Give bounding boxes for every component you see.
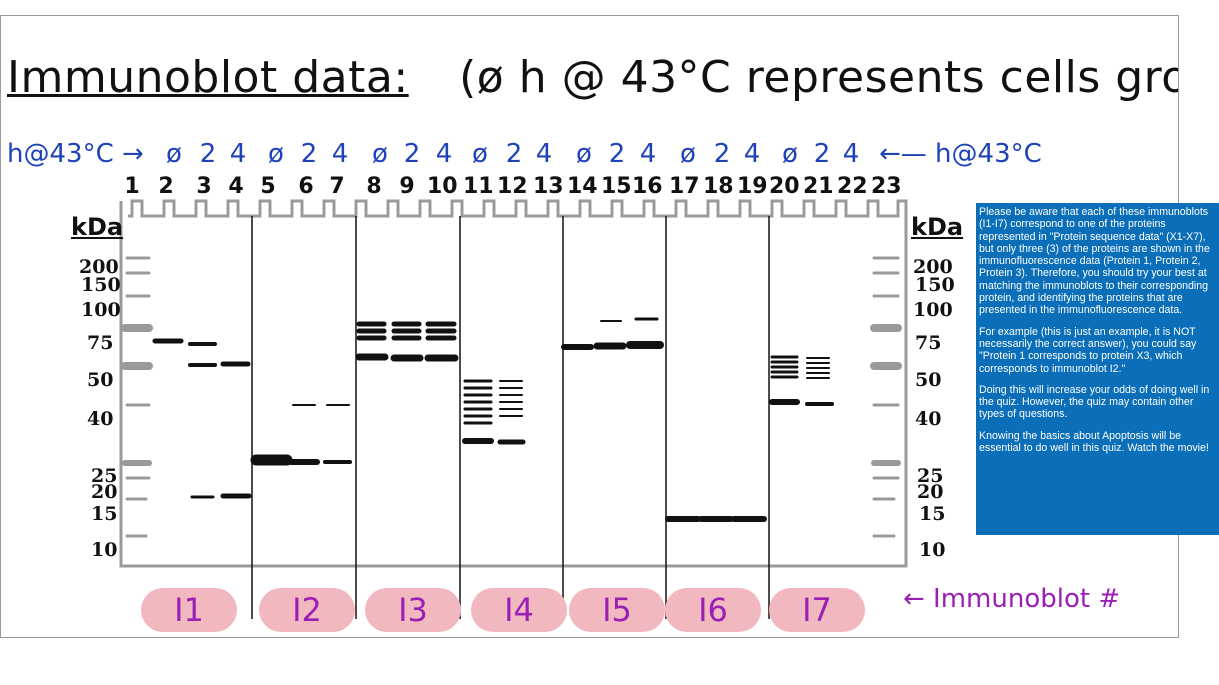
kda-marker: 10: [919, 539, 946, 561]
hours-label-right: ←— h@43°C: [879, 139, 1042, 169]
blot-dividers: [251, 216, 770, 619]
kda-marker: 40: [915, 408, 942, 430]
lane-number: 7: [329, 174, 345, 199]
gel-diagram: [119, 199, 908, 619]
hour-label: 4: [842, 139, 860, 169]
ladder-left: [121, 256, 153, 538]
kda-marker: 100: [913, 299, 953, 321]
kda-marker: 75: [87, 332, 114, 354]
lane-number: 16: [632, 174, 663, 199]
hour-label: 4: [743, 139, 761, 169]
kda-marker: 25: [917, 465, 944, 487]
kda-marker: 75: [915, 332, 942, 354]
hour-label: ø: [680, 139, 696, 169]
blot-label-i1: I1: [141, 588, 237, 632]
lane-number: 23: [871, 174, 902, 199]
blot-label-i4: I4: [471, 588, 567, 632]
lane-number: 13: [533, 174, 564, 199]
kda-marker: 15: [91, 503, 118, 525]
title-subtitle: (ø h @ 43°C represents cells grown @ 37°…: [459, 52, 1178, 103]
hour-label: 2: [300, 139, 318, 169]
gel-outline: [119, 199, 908, 568]
bands: [152, 317, 834, 522]
note-paragraph: Please be aware that each of these immun…: [979, 206, 1210, 317]
note-paragraph: Doing this will increase your odds of do…: [979, 383, 1210, 421]
lane-number: 8: [366, 174, 382, 199]
lane-number: 1: [124, 174, 140, 199]
kda-marker: 150: [915, 274, 955, 296]
kda-marker: 100: [81, 299, 121, 321]
hours-label-left: h@43°C →: [7, 139, 144, 169]
lane-number: 10: [427, 174, 458, 199]
kda-marker: 25: [91, 465, 118, 487]
lane-number: 14: [567, 174, 598, 199]
immunoblot-pointer-label: ← Immunoblot #: [903, 584, 1121, 614]
hour-label: ø: [372, 139, 388, 169]
kda-marker: 200: [913, 256, 953, 278]
hour-label: 2: [505, 139, 523, 169]
hour-label: 2: [199, 139, 217, 169]
blot-label-i5: I5: [569, 588, 665, 632]
lane-number: 3: [196, 174, 212, 199]
kda-marker: 200: [79, 256, 119, 278]
kda-marker: 50: [87, 369, 114, 391]
lane-number: 20: [769, 174, 800, 199]
kda-marker: 40: [87, 408, 114, 430]
kda-marker: 50: [915, 369, 942, 391]
hour-label: ø: [472, 139, 488, 169]
instructions-note: Please be aware that each of these immun…: [976, 203, 1219, 535]
lane-number: 21: [803, 174, 834, 199]
hour-label: 4: [435, 139, 453, 169]
hour-label: ø: [166, 139, 182, 169]
hour-label: 2: [608, 139, 626, 169]
lane-number: 19: [737, 174, 768, 199]
kda-marker: 20: [91, 481, 118, 503]
lane-number: 4: [228, 174, 244, 199]
note-paragraph: Knowing the basics about Apoptosis will …: [979, 429, 1209, 455]
lane-number: 6: [298, 174, 314, 199]
hour-label: ø: [268, 139, 284, 169]
kda-marker: 20: [917, 481, 944, 503]
lane-number: 18: [703, 174, 734, 199]
kda-header-left: kDa: [71, 213, 124, 241]
title-main: Immunoblot data:: [7, 52, 409, 103]
lane-number: 11: [463, 174, 494, 199]
lane-number: 9: [399, 174, 415, 199]
hour-label: 2: [813, 139, 831, 169]
kda-header-right: kDa: [911, 213, 964, 241]
hour-label: 4: [331, 139, 349, 169]
lane-number: 12: [497, 174, 528, 199]
blot-label-i6: I6: [665, 588, 761, 632]
ladder-right: [870, 256, 902, 538]
blot-label-i2: I2: [259, 588, 355, 632]
blot-label-i3: I3: [365, 588, 461, 632]
hour-label: ø: [782, 139, 798, 169]
lane-number: 17: [669, 174, 700, 199]
kda-marker: 15: [919, 503, 946, 525]
lane-number: 5: [260, 174, 276, 199]
hour-label: 2: [713, 139, 731, 169]
hour-label: 2: [403, 139, 421, 169]
hour-label: ø: [576, 139, 592, 169]
hour-label: 4: [229, 139, 247, 169]
lane-number: 2: [158, 174, 174, 199]
kda-marker: 150: [81, 274, 121, 296]
hour-label: 4: [639, 139, 657, 169]
note-paragraph: For example (this is just an example, it…: [979, 325, 1197, 375]
lane-number: 15: [601, 174, 632, 199]
page-title: Immunoblot data: (ø h @ 43°C represents …: [7, 52, 1178, 103]
hour-label: 4: [535, 139, 553, 169]
blot-label-i7: I7: [769, 588, 865, 632]
kda-marker: 10: [91, 539, 118, 561]
lane-number: 22: [837, 174, 868, 199]
